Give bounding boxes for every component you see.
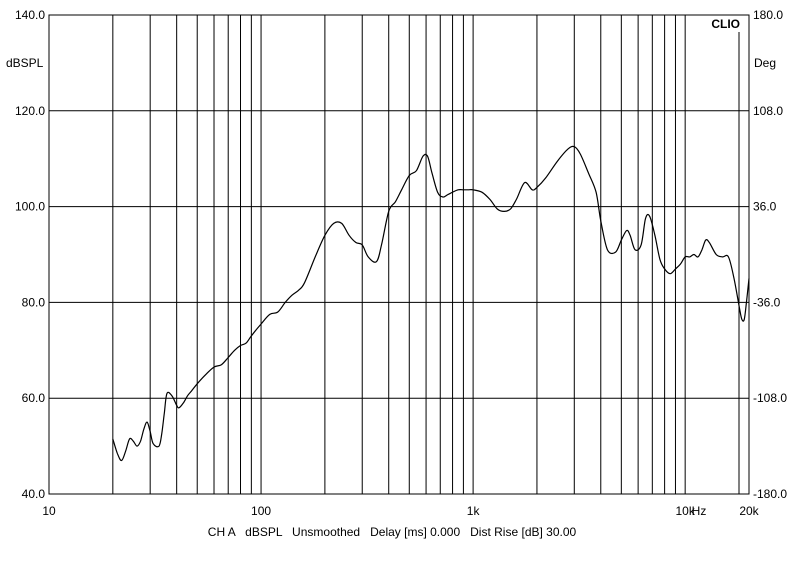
- response-curve-layer: [112, 32, 750, 494]
- left-tick-label: 60.0: [22, 391, 46, 405]
- x-axis-unit-label: Hz: [692, 504, 707, 518]
- x-tick-label: 10k: [675, 504, 695, 518]
- left-tick-label: 120.0: [15, 104, 45, 118]
- x-axis-ticks: 10 100 1k 10k 20k: [42, 504, 759, 518]
- clio-brand-label: CLIO: [711, 17, 740, 31]
- left-tick-label: 80.0: [22, 295, 46, 309]
- left-tick-label: 100.0: [15, 200, 45, 214]
- right-axis-label: Deg: [754, 56, 776, 70]
- x-tick-label: 10: [42, 504, 56, 518]
- plot-frame: [48, 14, 750, 495]
- left-axis-ticks: 140.0 120.0 100.0 80.0 60.0 40.0: [15, 8, 45, 501]
- right-tick-label: 36.0: [753, 200, 777, 214]
- x-tick-label: 1k: [467, 504, 481, 518]
- spl-response-curve: [112, 145, 750, 462]
- right-tick-label: 108.0: [753, 104, 783, 118]
- right-tick-label: -180.0: [753, 487, 787, 501]
- x-tick-label: 100: [251, 504, 271, 518]
- left-tick-label: 40.0: [22, 487, 46, 501]
- right-axis-ticks: 180.0 108.0 36.0 -36.0 -108.0 -180.0: [753, 8, 787, 501]
- right-tick-label: -108.0: [753, 391, 787, 405]
- left-tick-label: 140.0: [15, 8, 45, 22]
- left-axis-label: dBSPL: [6, 56, 44, 70]
- measurement-settings-footer: CH A dBSPL Unsmoothed Delay [ms] 0.000 D…: [208, 525, 577, 539]
- right-tick-label: -36.0: [753, 295, 781, 309]
- vertical-grid: [112, 15, 750, 494]
- right-tick-label: 180.0: [753, 8, 783, 22]
- x-tick-label: 20k: [739, 504, 759, 518]
